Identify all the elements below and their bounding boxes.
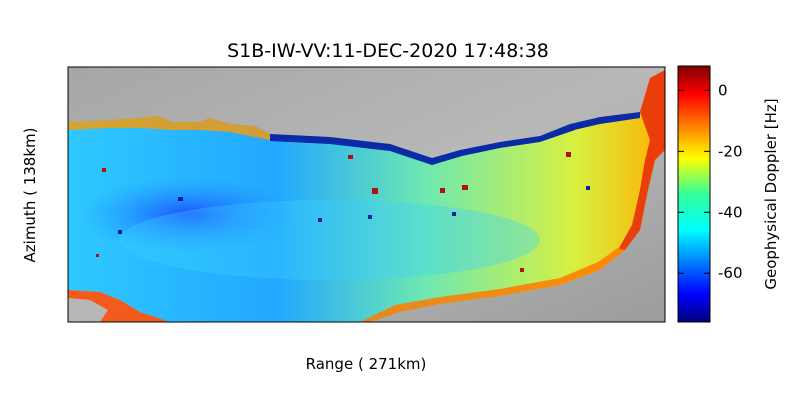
low-doppler-core [80,177,300,253]
colorbar: 0 -20 -40 -60 Geophysical Doppler [Hz] [677,65,780,323]
colorbar-tick-label: -20 [718,142,743,160]
colorbar-tick-label: -40 [718,203,743,221]
northern-shore-band [270,124,575,165]
y-axis-label: Azimuth ( 138km) [21,128,39,263]
mid-band [120,200,540,280]
chart-title: S1B-IW-VV:11-DEC-2020 17:48:38 [227,40,549,62]
plot-frame [67,66,666,323]
coast-edge-southwest [68,290,170,322]
colorbar-label: Geophysical Doppler [Hz] [762,98,780,289]
northeast-band [570,112,640,130]
colorbar-tick-label: -60 [718,264,743,282]
plot-area [68,67,665,322]
sea-region [68,70,665,322]
coast-edge-east [618,70,665,250]
x-axis-label: Range ( 271km) [306,355,427,373]
speckle-points [96,152,590,272]
coast-edge-south [360,248,625,322]
colorbar-tick-label: 0 [718,81,728,99]
colorbar-ticks: 0 -20 -40 -60 [678,81,743,282]
colorbar-gradient [677,65,711,323]
northwest-shore-band [68,116,270,140]
